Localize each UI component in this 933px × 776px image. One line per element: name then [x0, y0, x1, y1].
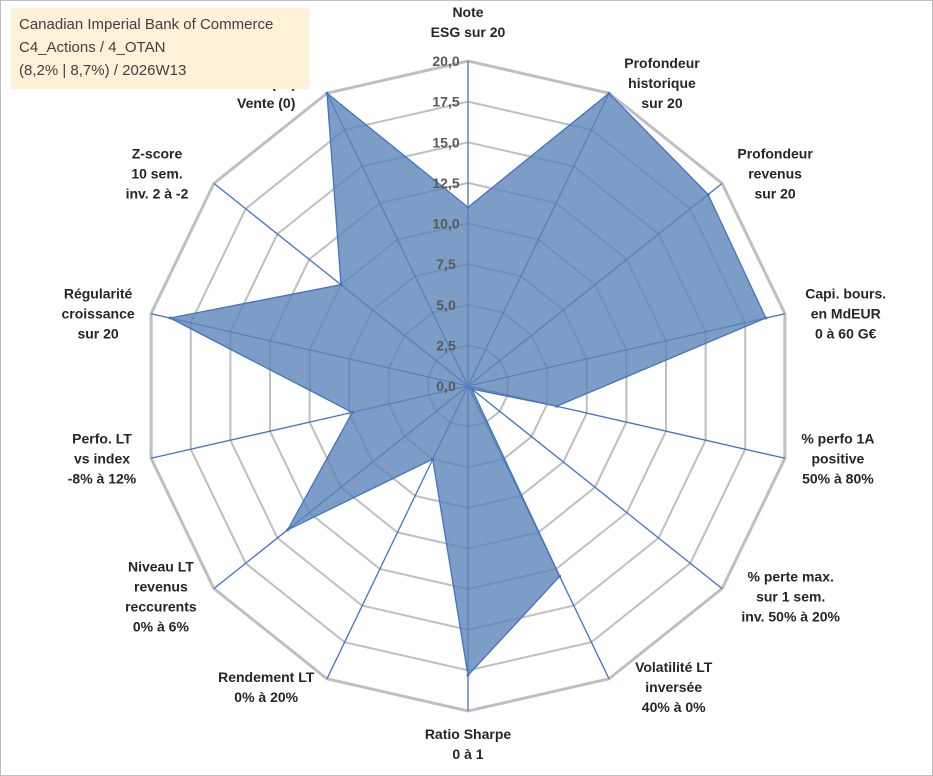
category-label: Volatilité LT inversée 40% à 0%	[635, 659, 713, 715]
radial-axis-ticks: 0,0 2,5 5,0 7,5 10,0 12,5 15,0 17,5 20,0	[432, 53, 459, 394]
r-tick-label: 15,0	[432, 134, 459, 150]
category-label: Niveau LT revenus reccurents 0% à 6%	[125, 559, 197, 635]
category-label: Profondeur revenus sur 20	[737, 145, 813, 201]
category-label: % perte max. sur 1 sem. inv. 50% à 20%	[741, 569, 840, 625]
data-point	[764, 316, 768, 320]
category-label: Perfo. LT vs index -8% à 12%	[68, 430, 137, 486]
data-point	[286, 528, 290, 532]
category-label: Z-score 10 sem. inv. 2 à -2	[126, 145, 189, 201]
return-and-week: (8,2% | 8,7%) / 2026W13	[19, 62, 187, 79]
data-point	[339, 283, 343, 287]
r-tick-label: 5,0	[436, 297, 456, 313]
radar-series	[168, 91, 768, 677]
r-tick-label: 2,5	[436, 337, 456, 353]
series-area	[170, 93, 766, 676]
category-label: Ratio Sharpe 0 à 1	[425, 726, 512, 762]
data-point	[706, 193, 710, 196]
category-label: Régularité croissance sur 20	[62, 286, 135, 342]
r-tick-label: 7,5	[436, 256, 456, 272]
portfolio-category: C4_Actions / 4_OTAN	[19, 39, 166, 56]
company-name: Canadian Imperial Bank of Commerce	[19, 16, 274, 33]
data-point	[466, 673, 470, 677]
data-point	[168, 316, 172, 320]
data-point	[350, 410, 354, 414]
data-point	[466, 205, 470, 209]
r-tick-label: 0,0	[436, 378, 456, 394]
category-label: Capi. bours. en MdEUR 0 à 60 G€	[805, 286, 886, 342]
data-point	[558, 574, 562, 578]
category-label: Note ESG sur 20	[431, 4, 506, 40]
r-tick-label: 12,5	[432, 175, 459, 191]
category-label: % perfo 1A positive 50% à 80%	[801, 430, 874, 486]
r-tick-label: 20,0	[432, 53, 459, 69]
category-labels: Note ESG sur 20 Profondeur historique sur 20…	[62, 4, 887, 762]
axis-spoke	[467, 385, 723, 590]
data-point	[607, 91, 611, 95]
data-point	[555, 404, 559, 408]
r-tick-label: 10,0	[432, 216, 459, 232]
data-point	[431, 457, 435, 461]
data-point	[325, 91, 329, 95]
data-point	[470, 387, 474, 391]
info-box: Canadian Imperial Bank of Commerce C4_Ac…	[11, 8, 309, 89]
category-label: Profondeur historique sur 20	[624, 55, 700, 111]
r-tick-label: 17,5	[432, 94, 459, 110]
category-label: Rendement LT 0% à 20%	[218, 669, 315, 705]
